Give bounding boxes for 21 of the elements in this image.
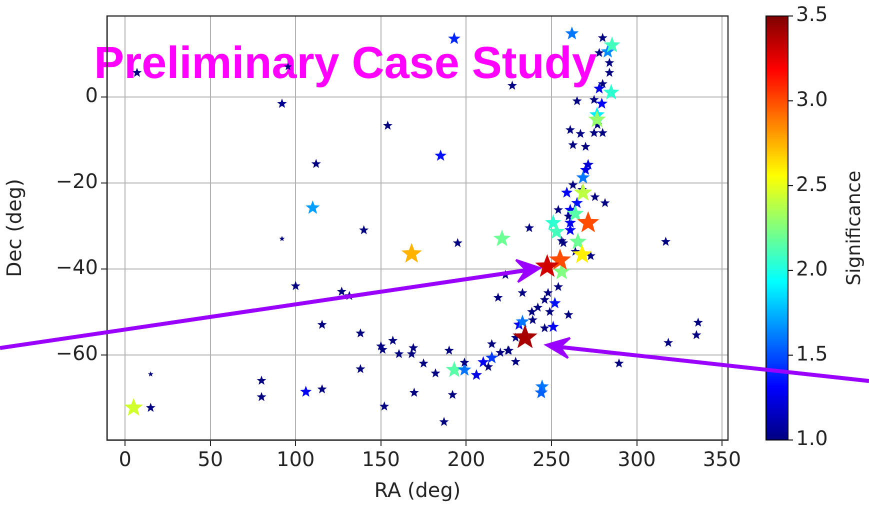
y-tick-label: −60 (56, 341, 98, 366)
y-tick-label: −20 (56, 169, 98, 194)
x-tick-label: 100 (276, 447, 315, 472)
x-axis-title: RA (deg) (374, 478, 461, 502)
y-tick-label: 0 (85, 83, 98, 108)
x-tick-label: 50 (198, 447, 224, 472)
color-bar-label: 2.5 (796, 172, 828, 196)
y-tick-label: −40 (56, 255, 98, 280)
x-tick-label: 350 (702, 447, 742, 472)
x-tick-label: 200 (447, 447, 486, 472)
color-bar-label: 3.0 (796, 87, 828, 112)
x-tick-label: 300 (618, 447, 656, 472)
color-bar-label: 3.5 (796, 2, 828, 26)
color-bar-label: 1.0 (796, 426, 828, 450)
color-bar-label: 1.5 (796, 341, 828, 366)
x-tick-label: 250 (532, 447, 571, 472)
y-axis-title: Dec (deg) (2, 178, 26, 278)
color-bar-title: Significance (842, 170, 865, 286)
color-bar-label: 2.0 (796, 256, 828, 281)
x-tick-label: 150 (362, 447, 400, 472)
x-tick-label: 0 (118, 447, 132, 472)
